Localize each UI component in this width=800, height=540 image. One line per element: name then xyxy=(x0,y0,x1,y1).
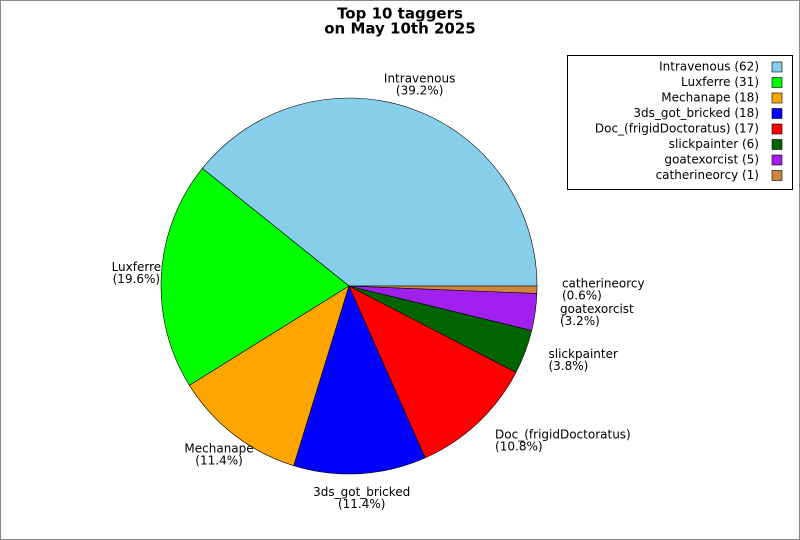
legend-swatch xyxy=(771,108,783,119)
pie-slice xyxy=(188,285,350,467)
pie-slice xyxy=(348,285,538,294)
slice-label: 3ds_got_bricked xyxy=(313,485,410,499)
legend-swatch xyxy=(771,154,783,166)
slice-label: slickpainter xyxy=(549,347,618,361)
slice-label: Mechanape xyxy=(184,441,253,455)
slice-label: Luxferre xyxy=(112,260,162,274)
legend-label: Intravenous (62) xyxy=(659,60,759,74)
slice-label: goatexorcist xyxy=(560,302,634,316)
slice-percent: (11.4%) xyxy=(195,453,242,467)
slice-label: Intravenous xyxy=(384,72,455,86)
slice-label: catherineorcy xyxy=(562,277,645,291)
legend-swatch xyxy=(771,77,783,88)
slice-percent: (10.8%) xyxy=(495,440,542,454)
slice-label: Doc_(frigidDoctoratus) xyxy=(495,428,631,442)
slice-percent: (3.2%) xyxy=(560,314,600,328)
legend-label: catherineorcy (1) xyxy=(656,168,759,182)
legend-swatch xyxy=(771,61,783,73)
slice-percent: (11.4%) xyxy=(338,497,385,511)
legend-swatch xyxy=(771,92,783,104)
legend-label: goatexorcist (5) xyxy=(664,153,759,167)
slice-percent: (0.6%) xyxy=(562,289,602,303)
legend-swatch xyxy=(771,139,783,150)
legend-swatch xyxy=(771,123,783,135)
legend-label: Doc_(frigidDoctoratus) (17) xyxy=(595,122,759,136)
legend-label: slickpainter (6) xyxy=(669,137,759,151)
slice-percent: (19.6%) xyxy=(113,272,160,286)
pie-slice xyxy=(201,97,538,287)
slice-percent: (3.8%) xyxy=(549,359,589,373)
legend-box xyxy=(567,55,793,190)
legend-label: Mechanape (18) xyxy=(661,91,759,105)
pie-slice xyxy=(348,285,517,459)
chart-title: Top 10 taggers xyxy=(337,5,463,23)
legend-label: 3ds_got_bricked (18) xyxy=(633,106,759,120)
chart-title: on May 10th 2025 xyxy=(324,20,476,38)
pie-slice xyxy=(160,167,350,386)
legend-swatch xyxy=(771,170,783,181)
slice-percent: (39.2%) xyxy=(396,84,443,98)
legend-label: Luxferre (31) xyxy=(681,75,759,89)
pie-slice xyxy=(293,285,426,475)
